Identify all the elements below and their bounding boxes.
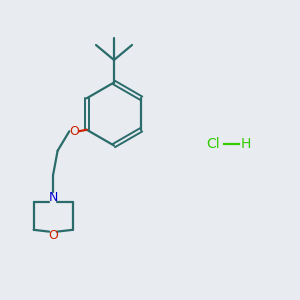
Text: O: O	[69, 125, 79, 138]
Text: O: O	[48, 229, 58, 242]
Text: N: N	[48, 191, 58, 204]
Text: H: H	[241, 137, 251, 151]
Text: Cl: Cl	[206, 137, 220, 151]
